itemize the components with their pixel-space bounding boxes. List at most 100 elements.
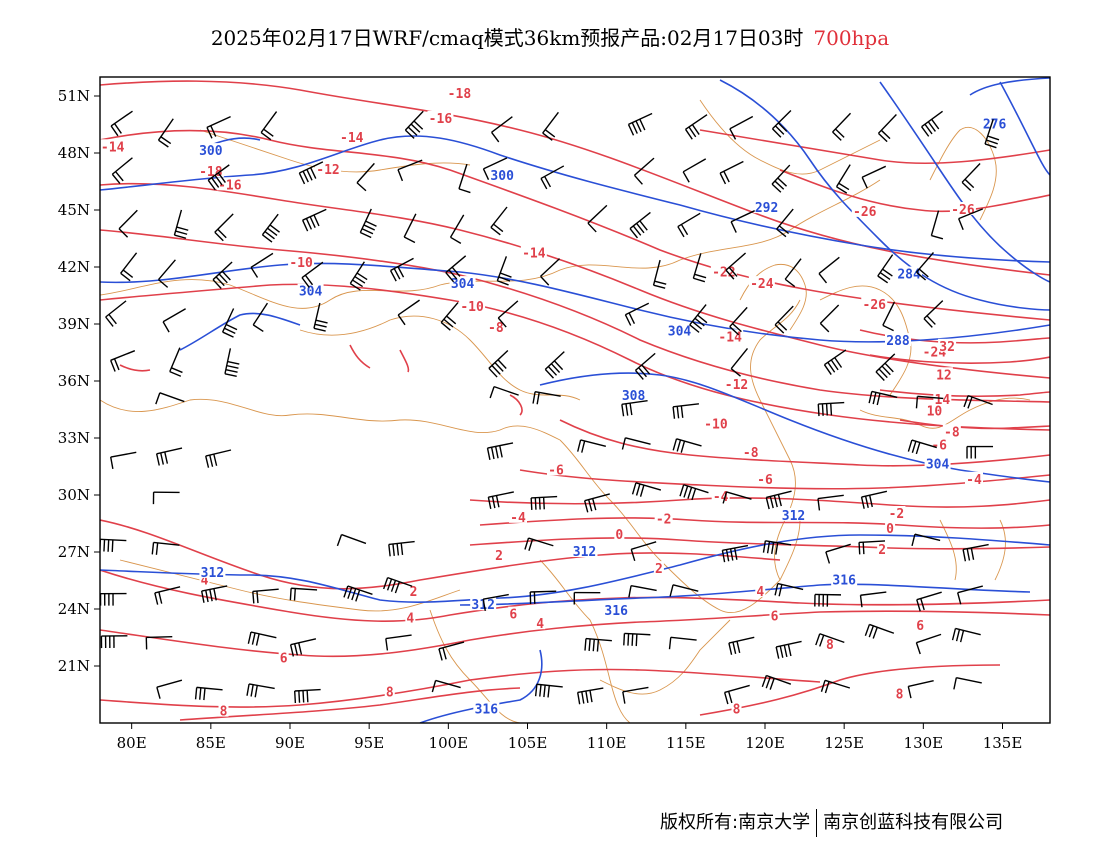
wind-barb <box>207 164 230 191</box>
wind-barb <box>820 679 851 694</box>
contour-label: -2 <box>889 507 905 522</box>
x-tick-label: 90E <box>275 734 305 752</box>
wind-barb <box>729 306 748 336</box>
x-tick-label: 130E <box>904 734 944 752</box>
contour-label-bg <box>896 266 923 280</box>
wind-barb <box>765 490 792 510</box>
wind-barb <box>246 683 275 698</box>
contour-label-bg <box>297 283 324 297</box>
contour-label: 284 <box>897 268 921 283</box>
y-tick-label: 36N <box>58 372 90 390</box>
contour-label-bg <box>885 333 911 347</box>
wind-barb <box>359 208 377 239</box>
contour-label: 8 <box>826 638 834 653</box>
wind-barb <box>356 162 375 192</box>
contour-label: -24 <box>750 277 774 292</box>
contour-label-bg <box>535 616 546 630</box>
contour-label-bg <box>877 542 888 556</box>
contour-label: 316 <box>475 703 499 718</box>
contour-label: 312 <box>573 545 596 560</box>
wind-barb <box>634 352 656 380</box>
wind-barb <box>723 684 750 705</box>
contour-label: 6 <box>916 619 924 634</box>
contour-label-bg <box>755 583 766 597</box>
wind-barb <box>497 300 519 328</box>
contour-label: 12 <box>936 368 952 383</box>
wind-barb <box>583 493 610 513</box>
x-tick-label: 105E <box>508 734 548 752</box>
contour-label-bg <box>653 561 664 575</box>
temperature-labels: -18-16-14-14-12-18-16-14-10-10-8-22-24-2… <box>99 86 983 720</box>
contour-label-bg <box>547 462 565 476</box>
contour-label-bg <box>756 471 774 485</box>
wind-barb <box>951 627 981 643</box>
wind-barb <box>875 353 896 381</box>
wind-barb <box>111 157 133 184</box>
wind-barb <box>823 349 847 375</box>
chart-title: 2025年02月17日WRF/cmaq模式36km预报产品:02月17日03时 7… <box>0 22 1100 51</box>
contour-label-bg <box>824 637 835 651</box>
contour-label-bg <box>666 323 693 337</box>
wind-barb <box>542 111 559 141</box>
wind-barb <box>110 451 137 469</box>
wind-barb <box>194 686 223 701</box>
contour-label-bg <box>620 388 647 402</box>
wind-barb <box>173 209 189 239</box>
x-tick-label: 95E <box>354 734 384 752</box>
contour-label: -14 <box>718 330 742 345</box>
wind-barb <box>587 204 608 233</box>
wind-barb <box>729 115 754 140</box>
contour-label: -12 <box>316 163 339 178</box>
wind-barb <box>486 442 514 461</box>
wind-barb <box>532 391 561 405</box>
wind-barb <box>440 302 459 331</box>
contour-label: -14 <box>340 131 364 146</box>
contour-label-bg <box>489 167 516 181</box>
wind-barb <box>289 587 318 601</box>
contour-label: -12 <box>725 378 748 393</box>
contour-label: -16 <box>429 112 453 127</box>
wind-barb <box>577 439 607 453</box>
wind-barb <box>689 304 708 333</box>
contour-label: -22 <box>712 266 735 281</box>
wind-barb <box>431 679 461 693</box>
contour-label: 300 <box>490 169 514 184</box>
wind-barb <box>212 261 233 289</box>
wind-barb <box>489 385 519 399</box>
contour-label-bg <box>520 245 547 259</box>
contour-label: 304 <box>668 325 692 340</box>
contour-label-bg <box>494 547 504 561</box>
wind-barb <box>915 252 934 281</box>
wind-barb <box>252 302 269 333</box>
wind-barb <box>530 495 558 510</box>
wind-barb <box>672 438 702 453</box>
contour-label: 2 <box>655 562 663 577</box>
contour-label: 308 <box>622 389 646 404</box>
wind-barb <box>260 111 278 141</box>
contour-label: 0 <box>615 528 623 543</box>
wind-barb <box>576 687 604 705</box>
y-tick-label: 42N <box>58 258 90 276</box>
wind-barb <box>784 258 802 288</box>
contour-label-bg <box>338 129 365 143</box>
contour-label: 312 <box>201 566 224 581</box>
wind-barb <box>817 401 845 417</box>
title-main: 2025年02月17日WRF/cmaq模式36km预报产品:02月17日03时 <box>210 26 804 50</box>
contour-label-bg <box>885 521 896 535</box>
wind-barb <box>105 300 127 327</box>
wind-barbs <box>100 109 1000 705</box>
wind-barb <box>907 679 934 699</box>
contour-label: 304 <box>299 285 323 300</box>
contour-label-bg <box>965 471 983 485</box>
wind-barb <box>298 161 324 185</box>
contour-label: -4 <box>713 490 729 505</box>
contour-label: -6 <box>757 473 773 488</box>
wind-barb <box>293 688 321 704</box>
wind-barb <box>921 110 943 137</box>
wind-barb <box>623 632 651 647</box>
wind-barb <box>730 347 749 377</box>
wind-barb <box>966 445 994 459</box>
wind-barb <box>110 350 136 372</box>
y-tick-label: 33N <box>58 429 90 447</box>
wind-barb <box>155 392 185 405</box>
